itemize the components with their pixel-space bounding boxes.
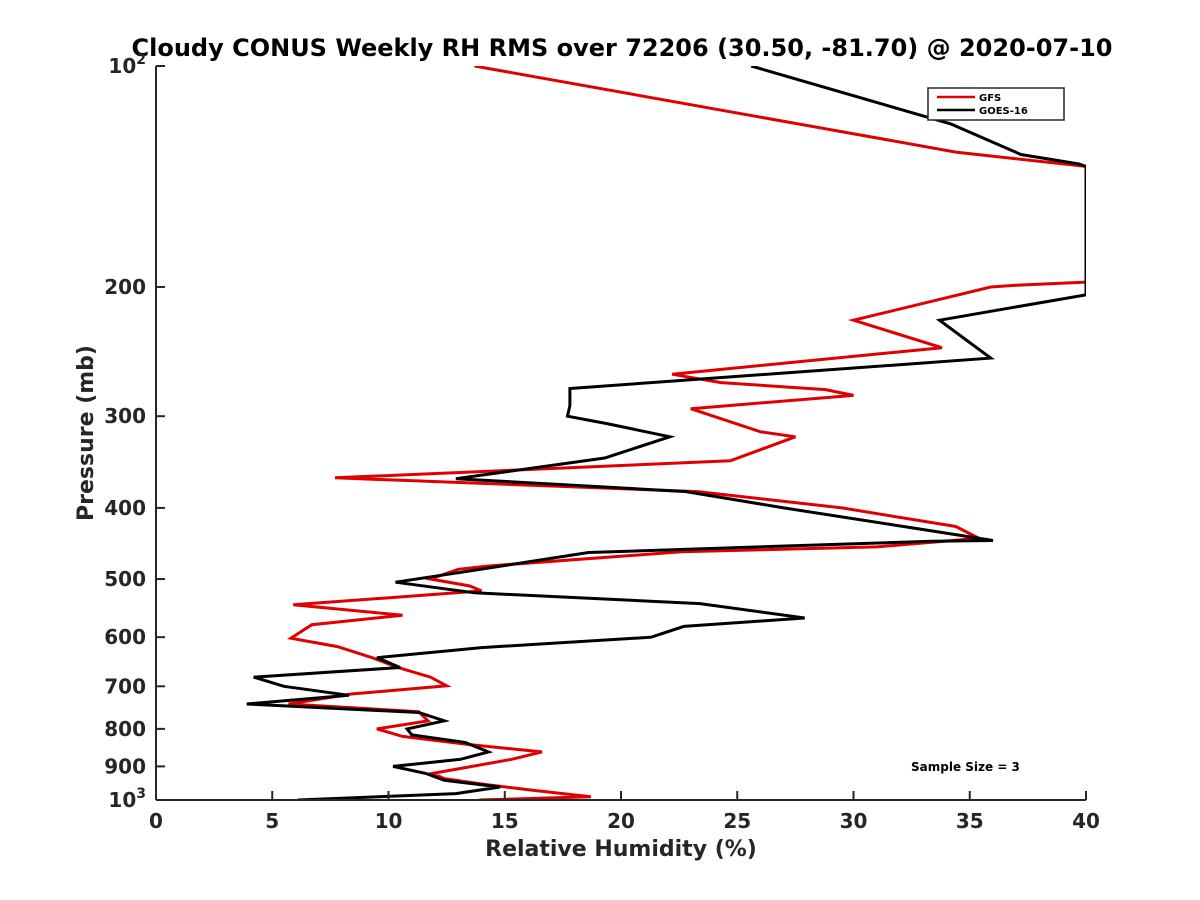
y-tick-label: 300: [104, 404, 146, 428]
legend: GFS GOES-16: [927, 87, 1065, 121]
x-tick-label: 25: [723, 809, 751, 833]
series-goes-16: [246, 66, 1086, 800]
y-tick-label: 700: [104, 674, 146, 698]
x-tick-label: 0: [149, 809, 163, 833]
x-tick-label: 30: [840, 809, 868, 833]
legend-label-gfs: GFS: [979, 93, 1001, 104]
x-tick-label: 20: [607, 809, 635, 833]
sample-size-annotation: Sample Size = 3: [911, 760, 1020, 774]
chart-title: Cloudy CONUS Weekly RH RMS over 72206 (3…: [132, 34, 1113, 62]
series-layer: [246, 66, 1086, 800]
x-tick-label: 10: [375, 809, 403, 833]
x-tick-label: 35: [956, 809, 984, 833]
x-axis-label: Relative Humidity (%): [485, 837, 757, 862]
y-tick-label: 103: [108, 786, 146, 812]
plot-background: [156, 66, 1086, 800]
legend-label-goes-16: GOES-16: [979, 106, 1028, 117]
series-line-goes-16: [246, 66, 1086, 800]
legend-box: [927, 87, 1065, 121]
x-tick-label: 5: [265, 809, 279, 833]
y-axis-label: Pressure (mb): [74, 345, 99, 521]
y-axis-ticks: 102 200 300 400 500 600 700 800 900 103: [104, 52, 165, 812]
x-tick-label: 15: [491, 809, 519, 833]
x-tick-label: 40: [1072, 809, 1100, 833]
y-tick-label: 200: [104, 275, 146, 299]
x-axis-ticks: 0 5 10 15 20 25 30 35 40: [149, 791, 1100, 833]
y-tick-label: 600: [104, 625, 146, 649]
y-tick-label: 500: [104, 567, 146, 591]
y-tick-label: 800: [104, 717, 146, 741]
y-tick-label: 102: [108, 52, 146, 78]
y-tick-label: 900: [104, 754, 146, 778]
y-tick-label: 400: [104, 496, 146, 520]
plot-area: [156, 66, 1086, 800]
